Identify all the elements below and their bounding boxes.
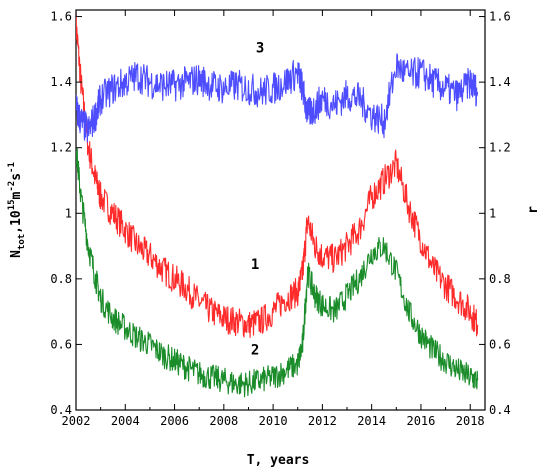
y-tick-label-left: 1.6 xyxy=(50,10,72,24)
curve-label-3: 3 xyxy=(256,41,264,57)
series-1-line xyxy=(76,12,479,339)
y-tick-label-right: 0.6 xyxy=(489,337,511,351)
x-tick-label: 2010 xyxy=(259,414,288,428)
curve-label-1: 1 xyxy=(251,257,259,273)
y-tick-label-right: 1.6 xyxy=(489,10,511,24)
series-3-line xyxy=(76,53,479,143)
series-2-line xyxy=(76,148,479,398)
x-tick-label: 2018 xyxy=(456,414,485,428)
x-tick-label: 2014 xyxy=(357,414,386,428)
x-tick-label: 2008 xyxy=(209,414,238,428)
series-layer xyxy=(76,12,479,398)
y-tick-label-left: 0.8 xyxy=(50,272,72,286)
y-tick-label-right: 0.4 xyxy=(489,403,511,417)
x-tick-label: 2004 xyxy=(111,414,140,428)
y-tick-label-left: 0.4 xyxy=(50,403,72,417)
y-axis-title-right: r xyxy=(526,206,541,214)
curve-label-2: 2 xyxy=(251,342,259,358)
y-tick-label-left: 1.4 xyxy=(50,75,72,89)
x-axis-title: T, years xyxy=(247,453,310,468)
y-tick-label-right: 1.4 xyxy=(489,75,511,89)
y-tick-label-right: 1.2 xyxy=(489,141,511,155)
x-tick-label: 2006 xyxy=(160,414,189,428)
y-axis-title-left: Ntot,1015m-2s-1 xyxy=(7,162,27,258)
x-tick-label: 2012 xyxy=(308,414,337,428)
x-tick-label: 2016 xyxy=(406,414,435,428)
y-tick-label-left: 0.6 xyxy=(50,337,72,351)
tick-layer: 2002 2004 2006 2008 2010 2012 2014 2016 2018 0.4 0… xyxy=(50,10,510,428)
y-tick-label-right: 1 xyxy=(489,206,496,220)
y-tick-label-left: 1 xyxy=(65,206,72,220)
plot-frame xyxy=(75,9,486,411)
x-tick-label: 2002 xyxy=(62,414,91,428)
y-tick-label-left: 1.2 xyxy=(50,141,72,155)
y-tick-label-right: 0.8 xyxy=(489,272,511,286)
